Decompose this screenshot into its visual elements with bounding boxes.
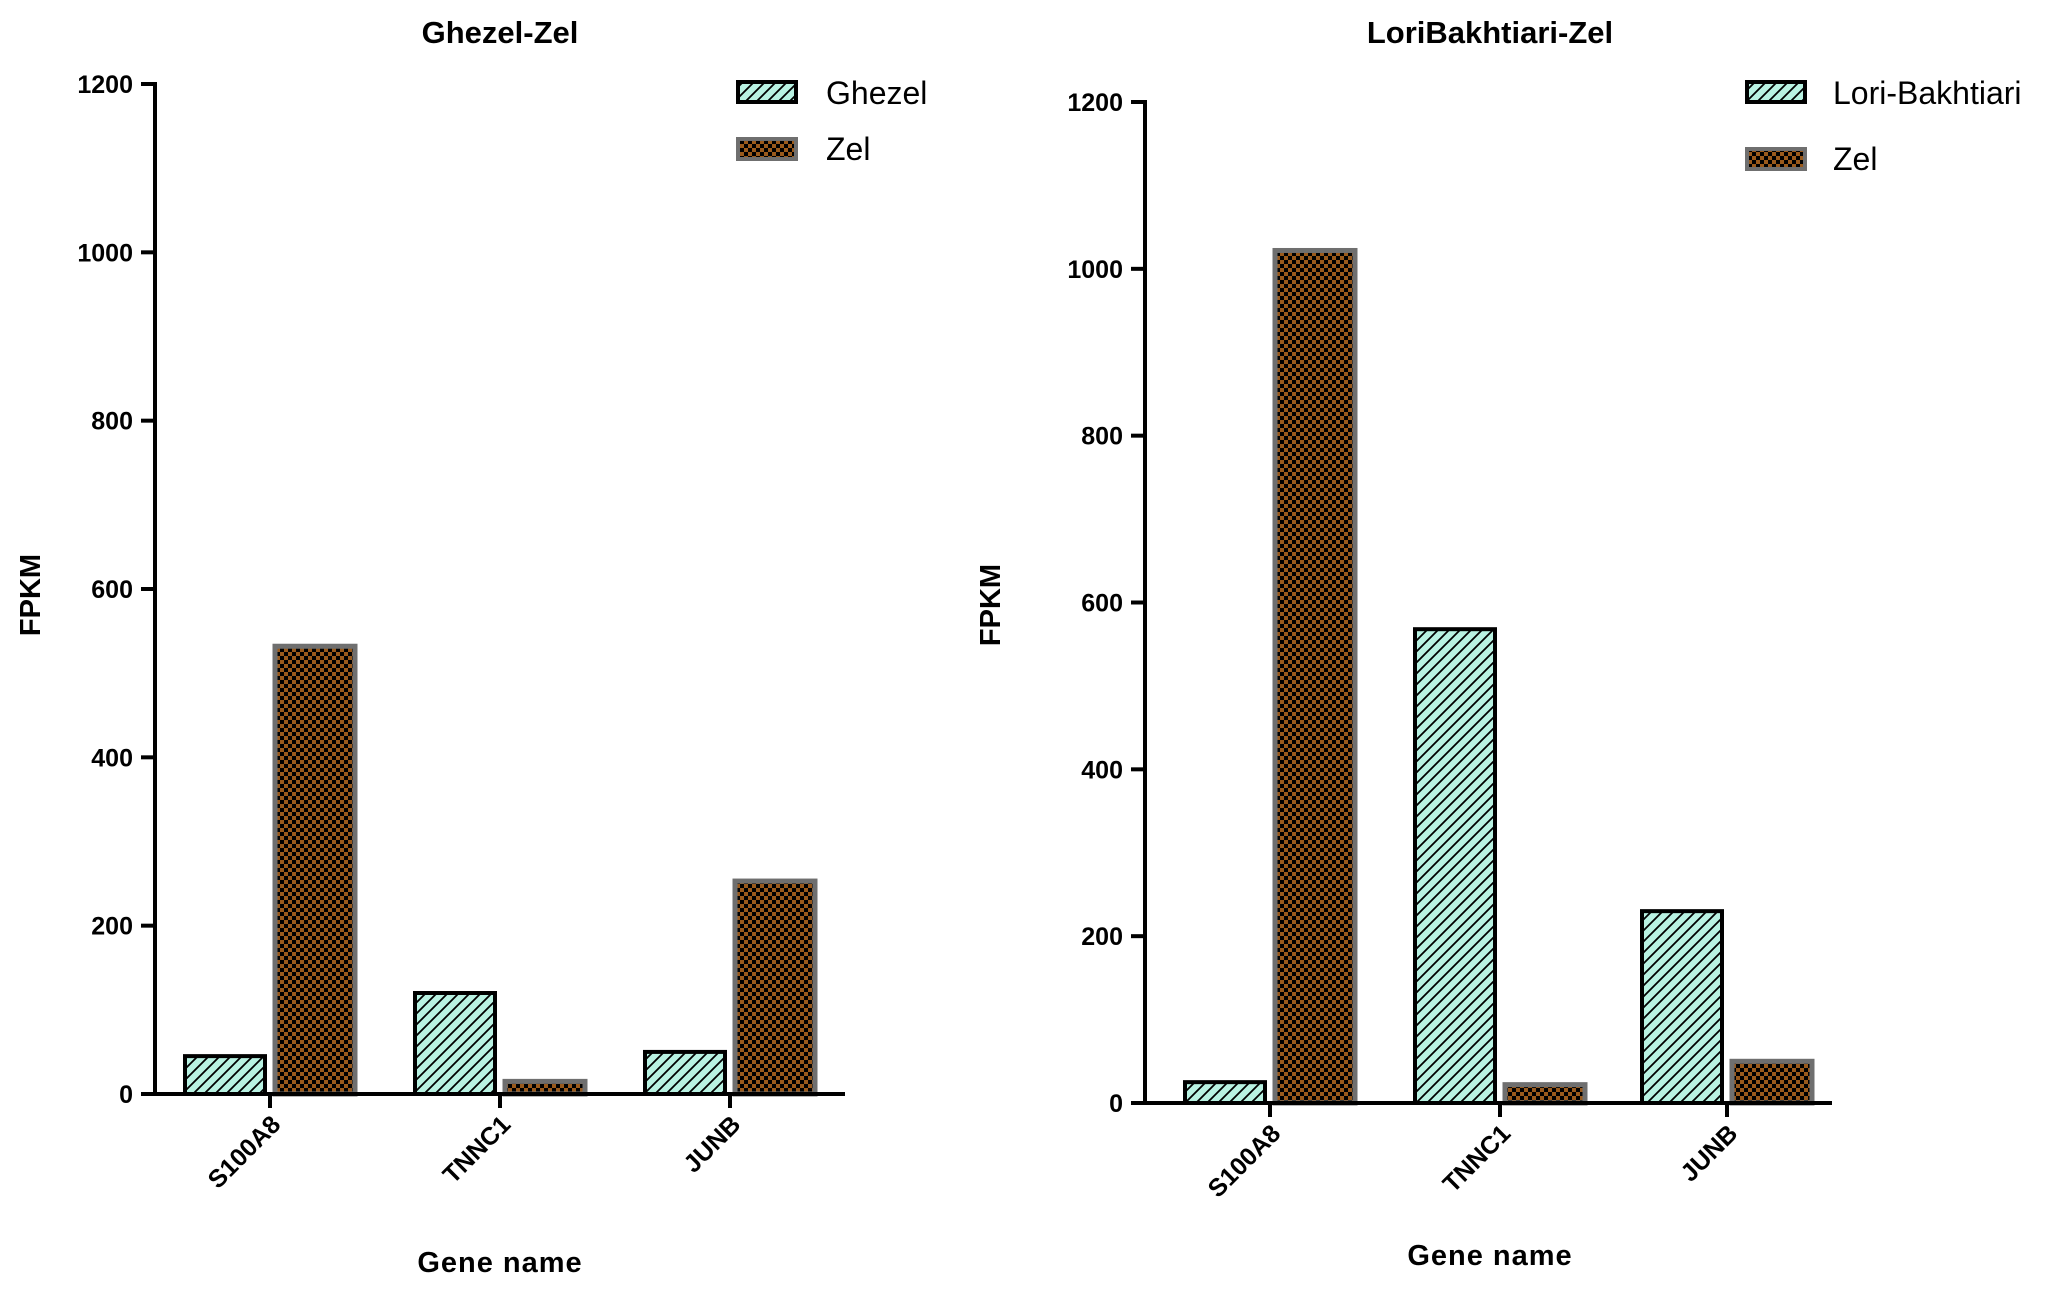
chart-2-legend: Lori-Bakhtiari Zel bbox=[1745, 75, 2022, 177]
chart-2-y-axis-title: FPKM bbox=[975, 564, 1007, 646]
chart-1-legend-swatch-zel bbox=[736, 137, 798, 161]
chart-2-y-tick-label: 600 bbox=[1081, 590, 1123, 618]
chart-1-category-label: JUNB bbox=[678, 1110, 746, 1178]
chart-1-y-tick-label: 1200 bbox=[77, 71, 133, 99]
chart-2-title: LoriBakhtiari-Zel bbox=[1367, 15, 1613, 50]
chart-1-y-tick-label: 400 bbox=[91, 744, 133, 772]
chart-2-bar-lori-bakhtiari-s100a8 bbox=[1183, 1080, 1267, 1106]
chart-1-bar-ghezel-junb bbox=[643, 1049, 727, 1096]
chart-2-legend-swatch-lori-bakhtiari bbox=[1745, 80, 1807, 104]
chart-1-legend-label-ghezel: Ghezel bbox=[826, 75, 927, 111]
chart-2-bar-zel-s100a8 bbox=[1272, 247, 1358, 1106]
chart-1-bar-ghezel-tnnc1 bbox=[413, 991, 497, 1096]
chart-1-bar-zel-junb bbox=[732, 878, 818, 1097]
chart-2-legend-swatch-zel bbox=[1745, 147, 1807, 171]
chart-2-category-label: S100A8 bbox=[1203, 1119, 1287, 1203]
chart-ghezel-zel: Ghezel-Zel S100A8 TNNC1 JUNB 0 200 400 600 800 1… bbox=[15, 15, 927, 1279]
chart-2-y-tick-label: 1200 bbox=[1067, 89, 1123, 117]
chart-1-y-tick-label: 1000 bbox=[77, 239, 133, 267]
chart-1-y-tick-label: 600 bbox=[91, 576, 133, 604]
chart-1-category-label: S100A8 bbox=[203, 1110, 287, 1194]
chart-1-x-axis-title: Gene name bbox=[417, 1247, 582, 1279]
chart-2-bar-zel-junb bbox=[1729, 1058, 1815, 1106]
chart-2-category-label: JUNB bbox=[1675, 1119, 1743, 1187]
chart-2-legend-label-lori-bakhtiari: Lori-Bakhtiari bbox=[1833, 75, 2022, 111]
chart-1-category-label: TNNC1 bbox=[438, 1110, 517, 1189]
chart-2-bar-lori-bakhtiari-junb bbox=[1640, 909, 1724, 1105]
chart-1-y-tick-label: 0 bbox=[119, 1081, 133, 1109]
chart-2-y-tick-label: 400 bbox=[1081, 756, 1123, 784]
chart-1-y-axis-title: FPKM bbox=[15, 554, 47, 636]
chart-2-bar-zel-tnnc1 bbox=[1502, 1082, 1588, 1106]
chart-2-y-tick-label: 200 bbox=[1081, 923, 1123, 951]
chart-1-y-tick-label: 800 bbox=[91, 408, 133, 436]
chart-2-bar-lori-bakhtiari-tnnc1 bbox=[1413, 627, 1497, 1106]
chart-1-y-tick-label: 200 bbox=[91, 913, 133, 941]
chart-1-legend: Ghezel Zel bbox=[736, 75, 927, 167]
chart-loribakhtiari-zel: LoriBakhtiari-Zel S100A8 TNNC1 JUNB 0 200 400… bbox=[975, 15, 2022, 1272]
chart-2-y-tick-label: 1000 bbox=[1067, 256, 1123, 284]
chart-2-category-label: TNNC1 bbox=[1438, 1119, 1517, 1198]
chart-1-legend-label-zel: Zel bbox=[826, 131, 870, 167]
chart-1-bar-zel-s100a8 bbox=[272, 643, 358, 1097]
chart-1-legend-swatch-ghezel bbox=[736, 80, 798, 104]
chart-1-plot: S100A8 TNNC1 JUNB 0 200 400 600 800 1000 1200 bbox=[77, 71, 845, 1194]
chart-2-y-tick-label: 800 bbox=[1081, 423, 1123, 451]
chart-2-plot: S100A8 TNNC1 JUNB 0 200 400 600 800 1000 1200 bbox=[1067, 89, 1832, 1203]
chart-1-title: Ghezel-Zel bbox=[422, 15, 579, 50]
chart-2-legend-label-zel: Zel bbox=[1833, 141, 1877, 177]
chart-1-bar-ghezel-s100a8 bbox=[183, 1054, 267, 1096]
chart-2-x-axis-title: Gene name bbox=[1407, 1240, 1572, 1272]
chart-2-y-tick-label: 0 bbox=[1109, 1090, 1123, 1118]
